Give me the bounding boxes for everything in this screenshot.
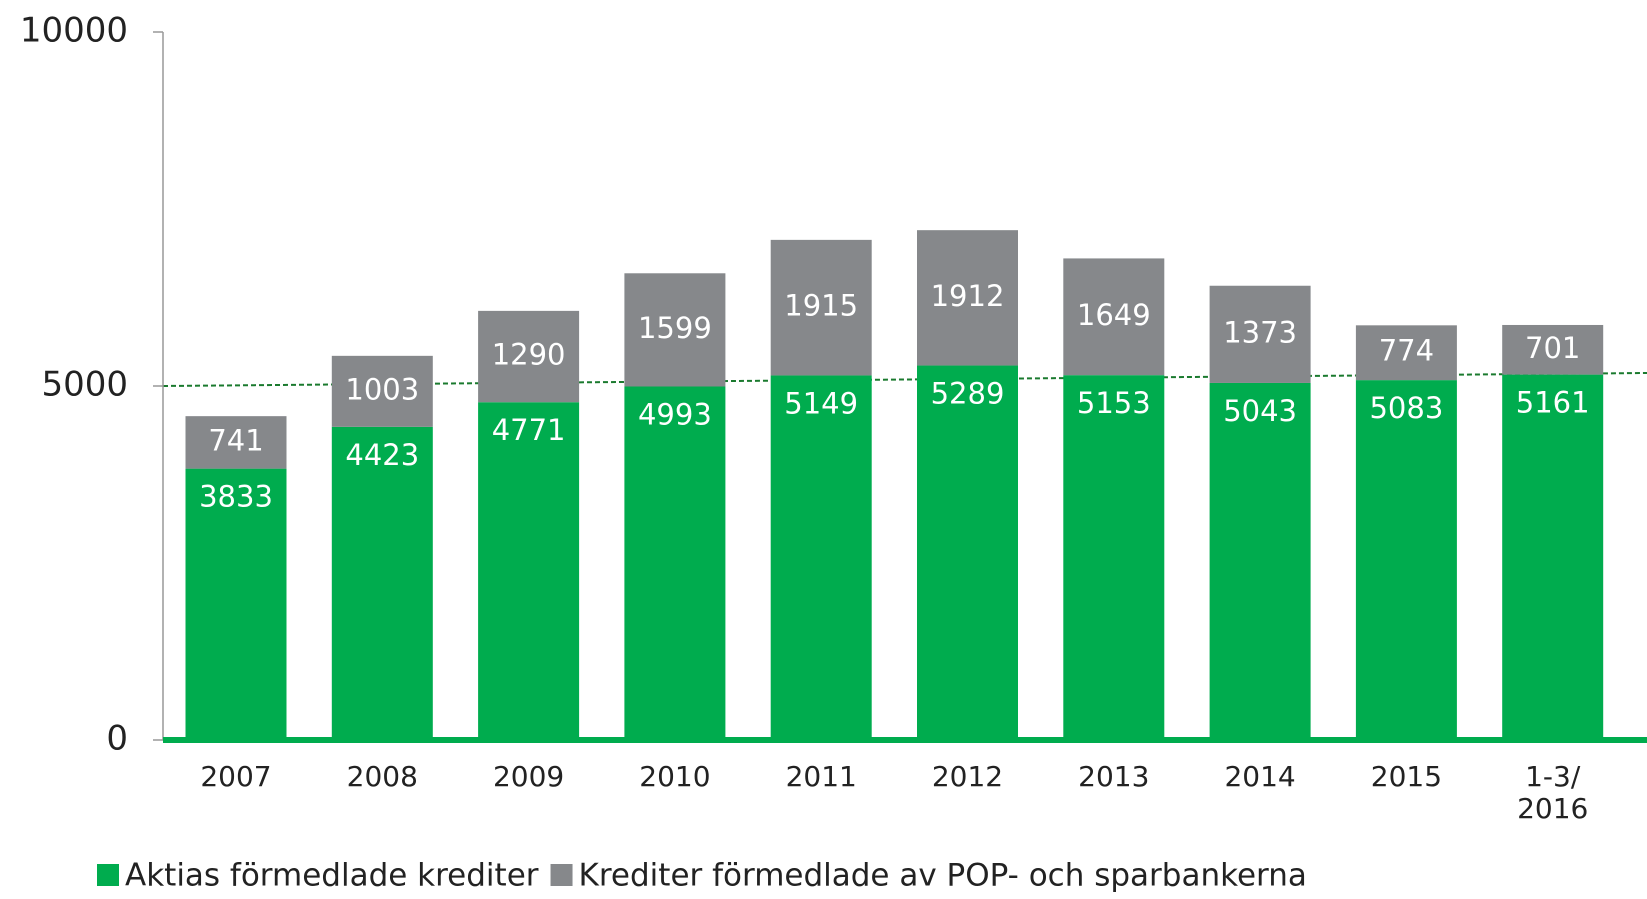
data-label: 701 — [1525, 331, 1580, 365]
bar-segment — [185, 416, 287, 469]
bar-segment — [1209, 285, 1311, 383]
bar-segment — [1502, 374, 1604, 740]
bar-segment — [624, 386, 726, 740]
bar-segment — [1063, 375, 1165, 740]
data-label: 5289 — [931, 377, 1005, 411]
data-label: 1915 — [784, 289, 858, 323]
data-label: 4993 — [638, 397, 712, 431]
bar-segment — [1502, 324, 1604, 375]
data-label: 1599 — [638, 311, 712, 345]
x-tick-label: 2013 — [1078, 760, 1149, 793]
data-label: 4423 — [345, 438, 419, 472]
x-tick-label: 2007 — [200, 760, 271, 793]
bar-segment — [1355, 325, 1457, 381]
x-tick-label: 2008 — [347, 760, 418, 793]
data-label: 1649 — [1077, 298, 1151, 332]
x-tick-label: 2011 — [786, 760, 857, 793]
y-tick-label: 5000 — [41, 365, 128, 405]
data-label: 1290 — [492, 338, 566, 372]
data-label: 741 — [208, 423, 263, 457]
data-label: 774 — [1379, 334, 1434, 368]
bar-segment — [770, 375, 872, 740]
bar-segment — [1063, 258, 1165, 376]
bar-segment — [624, 273, 726, 387]
x-tick-label: 2009 — [493, 760, 564, 793]
x-tick-label: 2010 — [639, 760, 710, 793]
x-tick-label: 2014 — [1224, 760, 1295, 793]
data-label: 1912 — [931, 279, 1005, 313]
x-tick-label: 2012 — [932, 760, 1003, 793]
bar-segment — [917, 365, 1018, 740]
data-label: 5083 — [1369, 391, 1443, 425]
bar-segment — [1355, 380, 1457, 740]
bar-segment — [331, 355, 433, 427]
data-label: 5153 — [1077, 386, 1151, 420]
bar-segment — [478, 310, 580, 403]
legend-swatch — [97, 864, 119, 886]
bar-segment — [478, 402, 580, 740]
bar-segment — [770, 239, 872, 376]
bar-segment — [331, 426, 433, 740]
data-label: 4771 — [492, 413, 566, 447]
legend-swatch — [550, 864, 573, 886]
x-tick-label: 2015 — [1371, 760, 1442, 793]
legend-label: Krediter förmedlade av POP- och sparbank… — [579, 858, 1307, 894]
bar-segment — [185, 468, 287, 740]
data-label: 5043 — [1223, 394, 1297, 428]
data-label: 3833 — [199, 480, 273, 514]
x-tick-label: 1-3/2016 — [1517, 760, 1588, 825]
bar-segment — [1209, 382, 1311, 740]
y-tick-label: 0 — [106, 719, 128, 759]
data-label: 5149 — [784, 386, 858, 420]
data-label: 1373 — [1223, 315, 1297, 349]
bar-segment — [917, 230, 1018, 366]
legend-label: Aktias förmedlade krediter — [125, 858, 539, 894]
y-tick-label: 10000 — [20, 11, 128, 51]
data-label: 5161 — [1516, 386, 1590, 420]
data-label: 1003 — [345, 372, 419, 406]
